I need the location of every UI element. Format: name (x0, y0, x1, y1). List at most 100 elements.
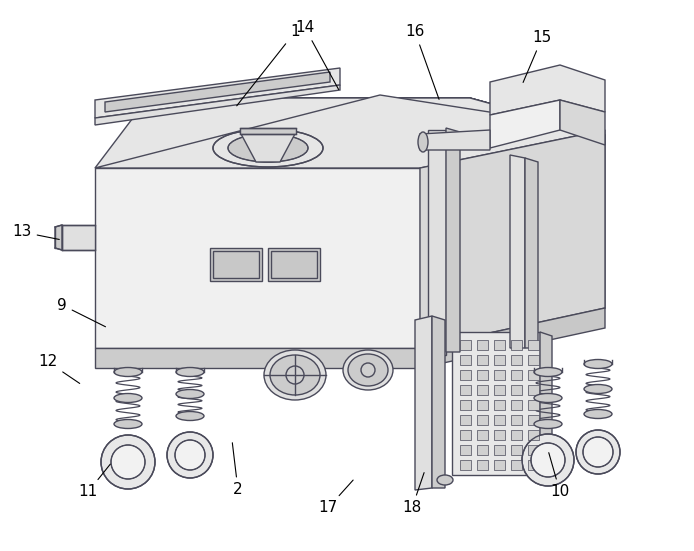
Ellipse shape (175, 440, 205, 470)
Ellipse shape (167, 432, 213, 478)
Polygon shape (148, 98, 605, 348)
Polygon shape (494, 415, 505, 425)
Polygon shape (528, 400, 539, 410)
Polygon shape (62, 225, 95, 250)
Polygon shape (511, 445, 522, 455)
Ellipse shape (348, 354, 388, 386)
Polygon shape (428, 130, 446, 355)
Polygon shape (477, 355, 488, 365)
Polygon shape (494, 430, 505, 440)
Polygon shape (477, 340, 488, 350)
Polygon shape (460, 355, 471, 365)
Polygon shape (510, 155, 525, 348)
Polygon shape (460, 415, 471, 425)
Polygon shape (494, 445, 505, 455)
Polygon shape (511, 385, 522, 395)
Text: 14: 14 (296, 20, 339, 90)
Polygon shape (494, 385, 505, 395)
Polygon shape (95, 98, 605, 168)
Ellipse shape (286, 366, 304, 384)
Ellipse shape (437, 475, 453, 485)
Polygon shape (490, 100, 560, 148)
Polygon shape (95, 95, 605, 168)
Text: 1: 1 (237, 24, 300, 106)
Text: 10: 10 (549, 453, 570, 500)
Ellipse shape (114, 419, 142, 429)
Text: 9: 9 (57, 298, 105, 327)
Polygon shape (240, 132, 296, 162)
Text: 15: 15 (523, 30, 552, 83)
Ellipse shape (576, 430, 620, 474)
Polygon shape (460, 430, 471, 440)
Polygon shape (420, 130, 490, 150)
Ellipse shape (418, 132, 428, 152)
Bar (213, 251, 259, 278)
Polygon shape (95, 68, 340, 118)
Text: 11: 11 (78, 464, 110, 500)
Ellipse shape (114, 393, 142, 402)
Polygon shape (528, 355, 539, 365)
Ellipse shape (534, 393, 562, 402)
Polygon shape (95, 85, 340, 125)
Polygon shape (460, 400, 471, 410)
Polygon shape (528, 370, 539, 380)
Text: 2: 2 (232, 443, 243, 498)
Polygon shape (477, 370, 488, 380)
Polygon shape (460, 445, 471, 455)
Polygon shape (560, 100, 605, 145)
Ellipse shape (111, 445, 145, 479)
Polygon shape (528, 340, 539, 350)
Polygon shape (240, 128, 296, 134)
Polygon shape (528, 385, 539, 395)
Text: 13: 13 (12, 224, 59, 240)
Polygon shape (528, 415, 539, 425)
Polygon shape (460, 370, 471, 380)
Polygon shape (540, 332, 552, 479)
Polygon shape (460, 340, 471, 350)
Polygon shape (511, 370, 522, 380)
Ellipse shape (176, 390, 204, 398)
Text: 12: 12 (38, 354, 80, 383)
Ellipse shape (522, 434, 574, 486)
Polygon shape (452, 332, 540, 475)
Ellipse shape (584, 385, 612, 393)
Text: 17: 17 (319, 480, 353, 516)
Polygon shape (477, 445, 488, 455)
Polygon shape (420, 130, 605, 348)
Polygon shape (148, 98, 605, 135)
Ellipse shape (114, 368, 142, 376)
Bar (210, 248, 262, 281)
Ellipse shape (584, 409, 612, 419)
Polygon shape (420, 308, 605, 368)
Ellipse shape (270, 355, 320, 395)
Ellipse shape (361, 363, 375, 377)
Polygon shape (494, 340, 505, 350)
Bar (268, 248, 320, 281)
Polygon shape (490, 65, 605, 115)
Polygon shape (477, 385, 488, 395)
Text: 16: 16 (405, 24, 439, 99)
Ellipse shape (584, 359, 612, 369)
Polygon shape (446, 128, 460, 352)
Bar (271, 251, 317, 278)
Polygon shape (494, 460, 505, 470)
Polygon shape (511, 355, 522, 365)
Ellipse shape (264, 350, 326, 400)
Ellipse shape (583, 437, 613, 467)
Ellipse shape (534, 419, 562, 429)
Polygon shape (511, 340, 522, 350)
Polygon shape (95, 348, 420, 368)
Ellipse shape (343, 350, 393, 390)
Polygon shape (494, 400, 505, 410)
Text: 18: 18 (403, 473, 424, 516)
Ellipse shape (213, 129, 323, 167)
Polygon shape (55, 225, 62, 250)
Polygon shape (511, 400, 522, 410)
Ellipse shape (531, 443, 565, 477)
Ellipse shape (228, 134, 308, 162)
Polygon shape (105, 72, 330, 112)
Polygon shape (528, 430, 539, 440)
Polygon shape (432, 316, 445, 488)
Polygon shape (477, 430, 488, 440)
Polygon shape (494, 370, 505, 380)
